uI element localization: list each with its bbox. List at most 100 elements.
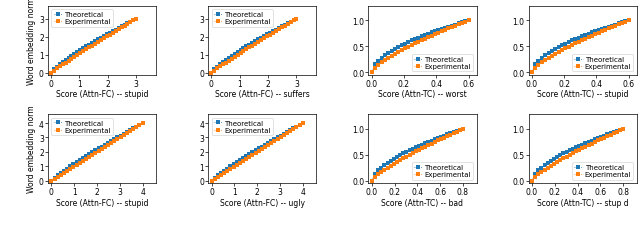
Theoretical — [556, 154, 564, 157]
Experimental — [541, 169, 548, 172]
Theoretical — [440, 135, 448, 137]
Experimental — [428, 142, 435, 145]
Theoretical — [403, 151, 410, 154]
Theoretical — [534, 169, 542, 172]
Experimental — [76, 162, 84, 165]
Theoretical — [421, 142, 429, 145]
Experimental — [264, 144, 272, 147]
Theoretical — [597, 136, 605, 139]
Theoretical — [435, 30, 442, 32]
Theoretical — [118, 26, 125, 29]
Y-axis label: Word embedding norm: Word embedding norm — [27, 0, 36, 85]
Experimental — [459, 128, 467, 131]
Theoretical — [424, 33, 432, 36]
Experimental — [115, 29, 122, 32]
Experimental — [227, 168, 234, 171]
Experimental — [271, 140, 278, 143]
Experimental — [252, 152, 259, 155]
Theoretical — [602, 27, 609, 30]
Experimental — [561, 48, 569, 50]
Theoretical — [120, 133, 127, 136]
Experimental — [545, 57, 552, 60]
Theoretical — [124, 23, 131, 25]
Experimental — [103, 36, 111, 39]
Experimental — [60, 172, 68, 174]
Theoretical — [79, 157, 86, 160]
Theoretical — [568, 40, 576, 43]
Theoretical — [548, 50, 556, 53]
Experimental — [88, 45, 96, 48]
Line: Experimental: Experimental — [531, 128, 625, 183]
Theoretical — [92, 149, 99, 152]
Experimental — [387, 165, 394, 167]
Theoretical — [289, 127, 297, 130]
Theoretical — [97, 37, 105, 40]
Experimental — [237, 52, 244, 55]
Experimental — [100, 38, 108, 41]
Experimental — [239, 51, 247, 53]
Theoretical — [56, 64, 63, 66]
Experimental — [97, 40, 105, 42]
Theoretical — [551, 48, 559, 51]
Theoretical — [53, 66, 61, 69]
Theoretical — [415, 145, 423, 148]
Theoretical — [246, 153, 253, 156]
Experimental — [124, 23, 131, 26]
Experimental — [258, 148, 266, 151]
Experimental — [88, 154, 96, 157]
Theoretical — [418, 36, 426, 38]
Theoretical — [408, 40, 415, 43]
Experimental — [234, 54, 241, 57]
Experimental — [588, 35, 596, 38]
Experimental — [388, 55, 396, 58]
X-axis label: Score (Attn-TC) -- bad: Score (Attn-TC) -- bad — [381, 198, 463, 207]
Theoretical — [280, 133, 288, 136]
Experimental — [451, 25, 459, 28]
Experimental — [438, 31, 445, 33]
Theoretical — [216, 64, 224, 66]
Theoretical — [550, 158, 558, 161]
Theoretical — [269, 31, 276, 33]
X-axis label: Score (Attn-FC) -- ugly: Score (Attn-FC) -- ugly — [220, 198, 305, 207]
Theoretical — [284, 23, 291, 25]
Legend: Theoretical, Experimental: Theoretical, Experimental — [51, 118, 113, 135]
Theoretical — [233, 161, 241, 164]
Experimental — [222, 62, 230, 65]
Theoretical — [47, 72, 54, 75]
Theoretical — [434, 137, 442, 140]
Experimental — [225, 60, 232, 63]
Experimental — [551, 53, 559, 56]
Theoretical — [412, 146, 420, 149]
Theoretical — [274, 136, 282, 139]
Theoretical — [258, 146, 266, 148]
Theoretical — [450, 131, 458, 134]
Experimental — [278, 27, 285, 30]
Theoretical — [572, 38, 579, 41]
Experimental — [79, 160, 86, 163]
Experimental — [368, 180, 376, 183]
Theoretical — [299, 122, 307, 125]
Experimental — [383, 167, 391, 169]
Experimental — [412, 150, 420, 153]
Experimental — [211, 178, 219, 180]
Theoretical — [594, 137, 602, 140]
Experimental — [412, 43, 419, 46]
Experimental — [85, 156, 93, 159]
Experimental — [588, 142, 596, 145]
Experimental — [399, 157, 407, 160]
Theoretical — [563, 151, 570, 154]
Theoretical — [374, 60, 382, 63]
X-axis label: Score (Attn-FC) -- suffers: Score (Attn-FC) -- suffers — [215, 90, 310, 99]
Theoretical — [70, 53, 78, 56]
Theoretical — [85, 153, 93, 156]
Experimental — [208, 180, 216, 183]
Experimental — [61, 62, 69, 65]
Theoretical — [558, 45, 566, 47]
Experimental — [569, 152, 577, 155]
Experimental — [437, 138, 445, 141]
Experimental — [374, 173, 382, 176]
Theoretical — [275, 27, 283, 30]
Theoretical — [613, 130, 621, 133]
Experimental — [139, 122, 147, 125]
Theoretical — [393, 156, 401, 159]
